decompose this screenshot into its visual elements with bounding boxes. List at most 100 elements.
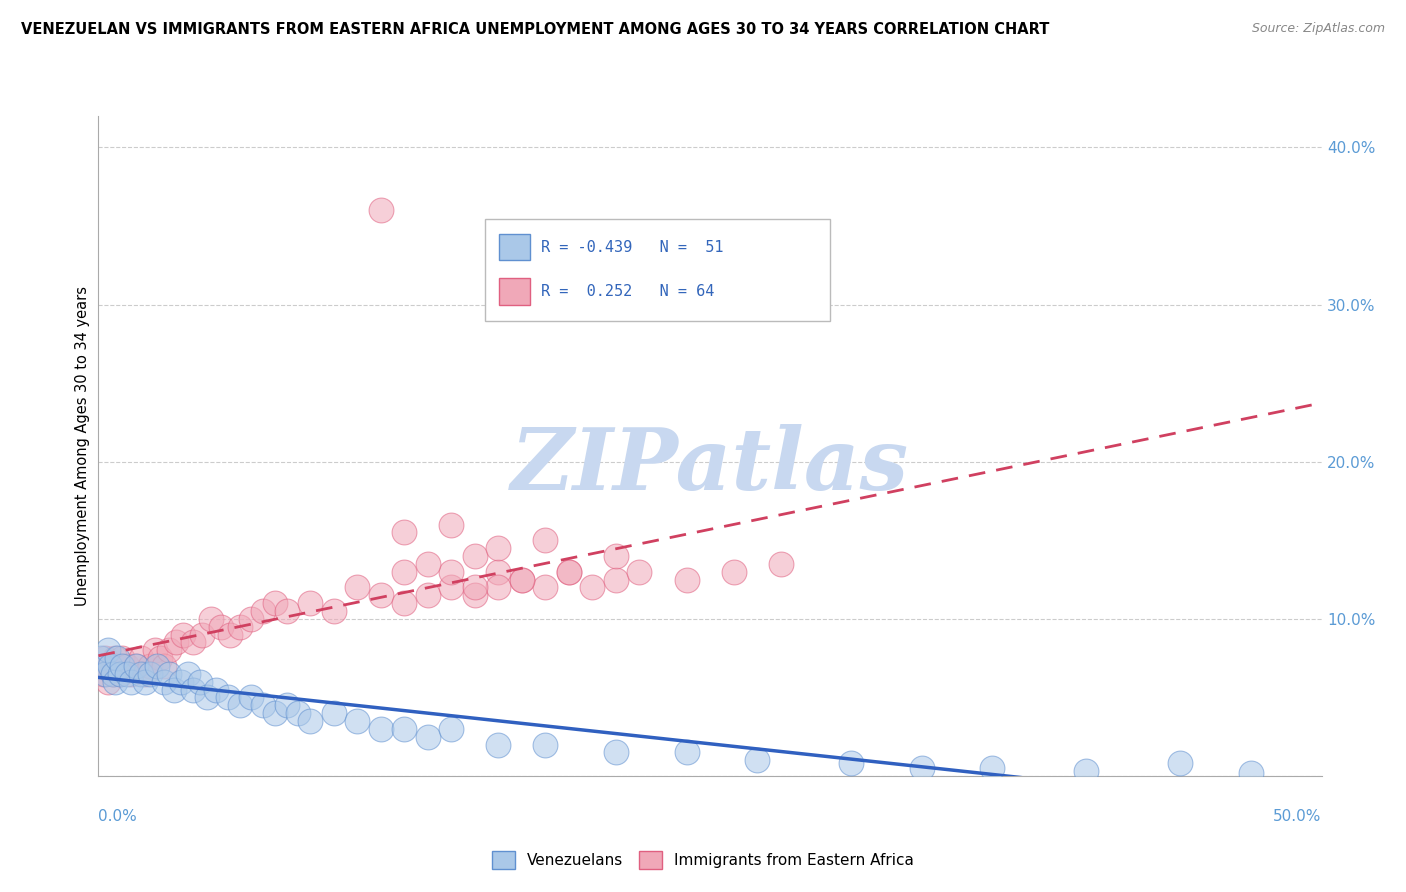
Point: [911, 761, 934, 775]
Point: [101, 666, 124, 681]
Point: [252, 604, 274, 618]
Point: [104, 651, 127, 665]
Point: [228, 620, 250, 634]
Point: [219, 627, 242, 641]
Text: 50.0%: 50.0%: [1274, 809, 1322, 823]
Point: [486, 541, 509, 556]
Point: [440, 565, 463, 579]
Point: [91, 659, 114, 673]
Point: [392, 722, 416, 736]
Point: [370, 588, 392, 602]
Point: [322, 706, 344, 721]
Point: [157, 643, 180, 657]
Point: [675, 573, 697, 587]
Point: [486, 565, 509, 579]
Point: [581, 581, 603, 595]
Text: VENEZUELAN VS IMMIGRANTS FROM EASTERN AFRICA UNEMPLOYMENT AMONG AGES 30 TO 34 YE: VENEZUELAN VS IMMIGRANTS FROM EASTERN AF…: [21, 22, 1049, 37]
Point: [125, 659, 148, 673]
Point: [177, 666, 200, 681]
Point: [263, 706, 285, 721]
Point: [240, 690, 263, 705]
Point: [276, 604, 298, 618]
Point: [120, 674, 142, 689]
Point: [149, 651, 172, 665]
Point: [464, 549, 486, 563]
Point: [181, 635, 204, 649]
Point: [217, 690, 239, 705]
Point: [440, 517, 463, 532]
Point: [628, 565, 651, 579]
Point: [104, 674, 127, 689]
Point: [263, 596, 285, 610]
Point: [981, 761, 1004, 775]
Text: R = -0.439   N =  51: R = -0.439 N = 51: [541, 240, 724, 254]
Point: [111, 651, 134, 665]
Point: [392, 525, 416, 540]
Point: [98, 659, 121, 673]
Point: [108, 666, 131, 681]
Point: [90, 651, 112, 665]
Point: [440, 722, 463, 736]
Point: [287, 706, 309, 721]
Y-axis label: Unemployment Among Ages 30 to 34 years: Unemployment Among Ages 30 to 34 years: [75, 286, 90, 606]
Point: [605, 573, 627, 587]
Point: [510, 573, 533, 587]
Point: [1076, 764, 1098, 779]
Point: [346, 581, 368, 595]
Text: R =  0.252   N = 64: R = 0.252 N = 64: [541, 285, 714, 299]
Point: [534, 533, 557, 548]
Point: [346, 714, 368, 728]
Point: [605, 746, 627, 760]
Point: [486, 581, 509, 595]
Point: [153, 659, 176, 673]
Point: [558, 565, 581, 579]
Point: [464, 588, 486, 602]
Point: [146, 659, 169, 673]
Point: [745, 753, 768, 767]
Point: [91, 666, 114, 681]
Point: [181, 682, 204, 697]
Point: [464, 581, 486, 595]
Point: [392, 565, 416, 579]
Point: [101, 666, 124, 681]
Text: 0.0%: 0.0%: [98, 809, 138, 823]
Point: [129, 666, 152, 681]
Point: [129, 651, 152, 665]
Point: [769, 557, 792, 571]
Point: [605, 549, 627, 563]
Point: [172, 627, 194, 641]
Point: [723, 565, 745, 579]
Point: [163, 682, 186, 697]
Point: [125, 659, 148, 673]
Point: [97, 643, 120, 657]
Point: [94, 666, 117, 681]
Text: Source: ZipAtlas.com: Source: ZipAtlas.com: [1251, 22, 1385, 36]
Point: [170, 674, 193, 689]
Point: [299, 714, 322, 728]
Point: [252, 698, 274, 713]
Point: [534, 581, 557, 595]
Point: [115, 659, 138, 673]
Point: [299, 596, 322, 610]
Point: [105, 651, 128, 665]
Point: [195, 690, 218, 705]
Point: [392, 596, 416, 610]
Point: [94, 651, 117, 665]
Legend: Venezuelans, Immigrants from Eastern Africa: Venezuelans, Immigrants from Eastern Afr…: [486, 845, 920, 875]
Point: [120, 666, 142, 681]
Point: [143, 643, 166, 657]
Point: [98, 659, 121, 673]
Point: [510, 573, 533, 587]
Point: [139, 666, 162, 681]
Point: [276, 698, 298, 713]
Point: [191, 627, 214, 641]
Point: [165, 635, 187, 649]
Point: [108, 666, 131, 681]
Point: [839, 756, 862, 771]
Point: [370, 203, 392, 218]
Point: [1240, 765, 1263, 780]
Point: [416, 730, 439, 744]
Point: [97, 674, 120, 689]
Point: [90, 659, 112, 673]
Point: [675, 746, 697, 760]
